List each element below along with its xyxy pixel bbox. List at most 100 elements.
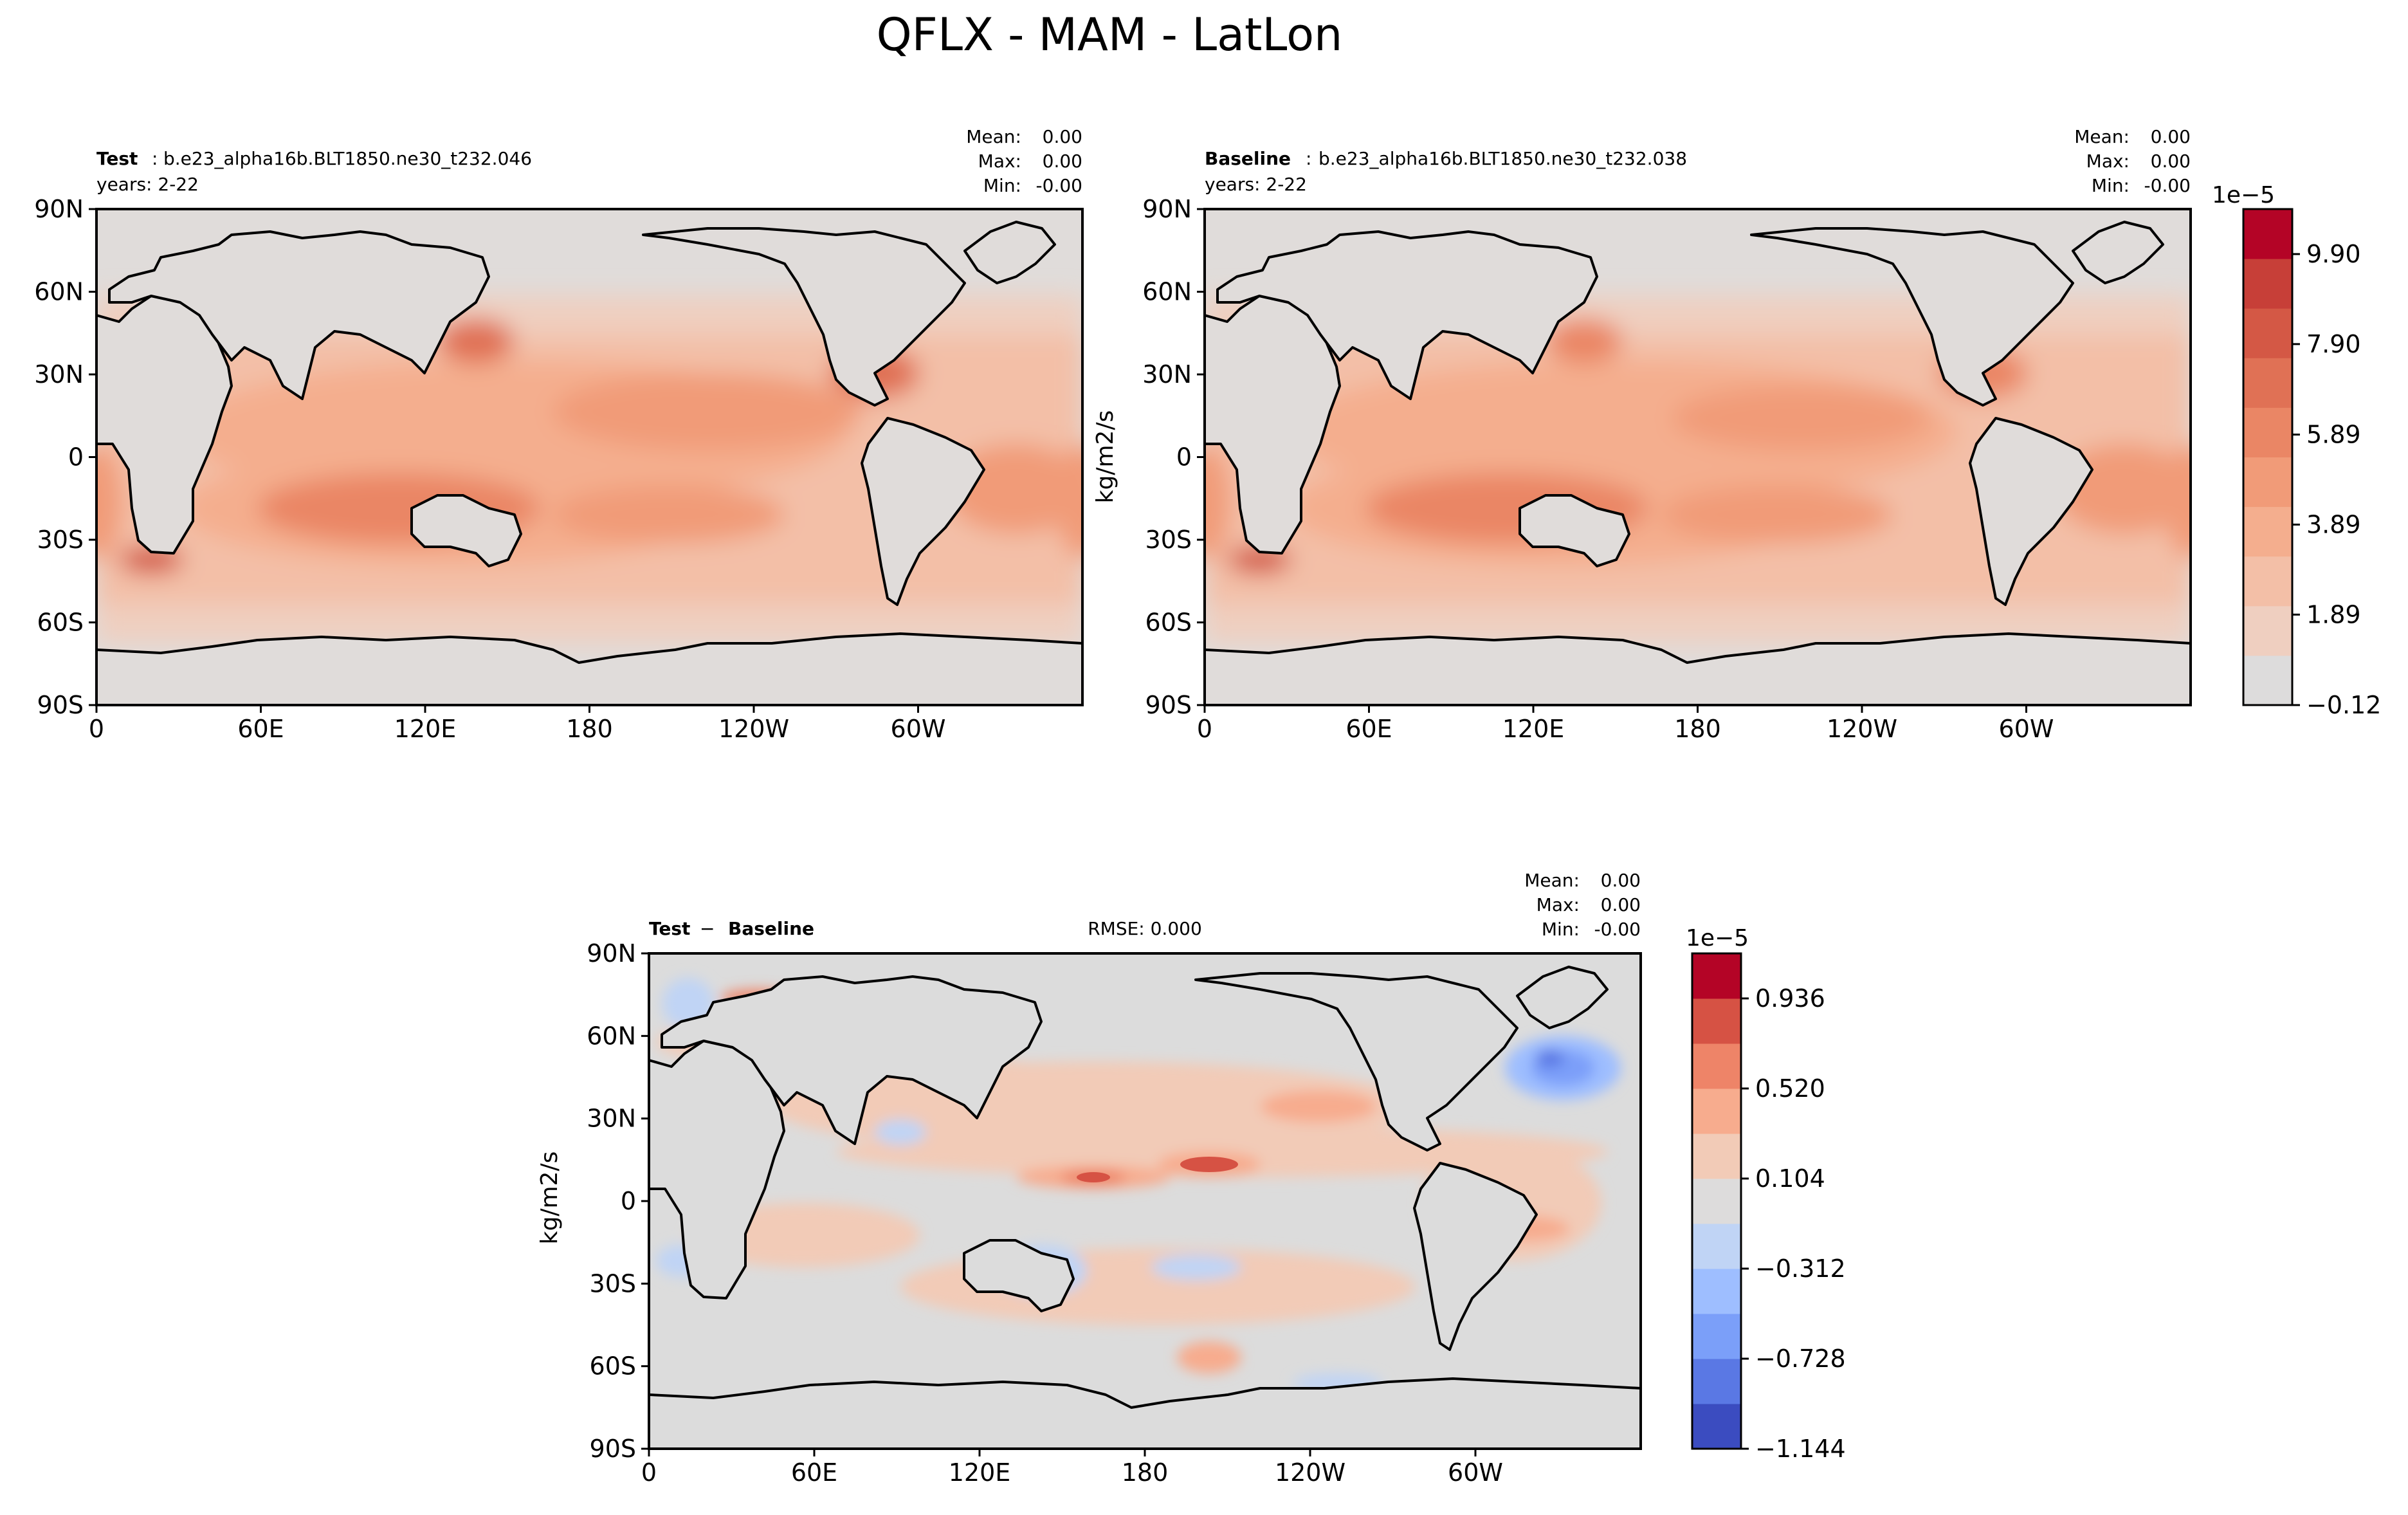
- x-tick-label: 180: [1122, 1458, 1169, 1487]
- test-name-colon: :: [152, 148, 158, 169]
- colorbar-band: [1692, 1269, 1741, 1314]
- x-tick-label: 180: [566, 715, 613, 743]
- colorbar-sequential-frame: [2242, 208, 2294, 706]
- test-mean-label: Mean:: [966, 126, 1021, 147]
- x-tick-label: 0: [641, 1458, 657, 1487]
- baseline-max-value: 0.00: [2151, 151, 2191, 172]
- baseline-land: [1205, 221, 2191, 705]
- y-tick-label: 60S: [1145, 609, 1192, 637]
- y-tick-label: 0: [68, 443, 84, 472]
- colorbar-band: [1692, 1224, 1741, 1269]
- y-tick-label: 0: [1176, 443, 1192, 472]
- test-years: years: 2-22: [96, 174, 199, 195]
- colorbar-tick-label: 1.89: [2306, 600, 2361, 629]
- x-tick-label: 60W: [1999, 715, 2054, 743]
- baseline-name-label: Baseline: [1205, 148, 1291, 169]
- diff-min-label: Min:: [1542, 919, 1580, 940]
- baseline-y-ticks: 90N 60N 30N 0 30S 60S 90S: [1142, 195, 1205, 719]
- x-tick-label: 120E: [949, 1458, 1011, 1487]
- colorbar-diverging-offset: 1e−5: [1686, 925, 1749, 951]
- x-tick-label: 60E: [237, 715, 284, 743]
- colorbar-tick-label: 5.89: [2306, 421, 2361, 449]
- y-tick-label: 60S: [590, 1352, 636, 1381]
- colorbar-tick-label: −0.312: [1755, 1254, 1846, 1283]
- colorbar-band: [1692, 1134, 1741, 1179]
- colorbar-diverging-bands: [1692, 953, 1741, 1449]
- diff-y-ticks: 90N 60N 30N 0 30S 60S 90S: [587, 939, 649, 1463]
- x-tick-label: 120W: [718, 715, 789, 743]
- y-tick-label: 90S: [37, 691, 84, 719]
- colorbar-band: [1692, 1314, 1741, 1359]
- colorbar-band: [2243, 556, 2292, 607]
- colorbar-band: [2243, 506, 2292, 557]
- baseline-x-ticks: 0 60E 120E 180 120W 60W: [1197, 705, 2054, 743]
- colorbar-band: [2243, 358, 2292, 408]
- difference-panel: Test − Baseline RMSE: 0.000 Mean: 0.00 M…: [536, 870, 1642, 1487]
- x-tick-label: 60E: [1345, 715, 1392, 743]
- colorbar-tick-label: 0.936: [1755, 984, 1825, 1013]
- colorbar-band: [2243, 655, 2292, 706]
- colorbar-band: [1692, 1043, 1741, 1089]
- test-case-name: b.e23_alpha16b.BLT1850.ne30_t232.046: [163, 148, 532, 169]
- baseline-years: years: 2-22: [1205, 174, 1307, 195]
- y-tick-label: 0: [621, 1187, 636, 1215]
- x-tick-label: 60W: [1448, 1458, 1503, 1487]
- baseline-case-name: b.e23_alpha16b.BLT1850.ne30_t232.038: [1318, 148, 1687, 169]
- test-land: [96, 221, 1082, 705]
- x-tick-label: 0: [1197, 715, 1212, 743]
- colorbar-diverging-ticks: 0.936 0.520 0.104 −0.312 −0.728 −1.144: [1741, 984, 1846, 1463]
- colorbar-diverging-frame: [1691, 952, 1742, 1450]
- diff-mean-value: 0.00: [1601, 870, 1641, 891]
- colorbar-tick-label: 7.90: [2306, 330, 2361, 358]
- baseline-mean-value: 0.00: [2151, 126, 2191, 147]
- colorbar-diverging: 1e−5 0.936 0.520 0.104 −0.312 −0.728 −1.144: [1686, 925, 1846, 1463]
- y-tick-label: 90N: [34, 195, 84, 223]
- colorbar-tick-label: −0.12: [2306, 691, 2381, 719]
- y-tick-label: 30S: [37, 526, 84, 554]
- x-tick-label: 60W: [891, 715, 946, 743]
- colorbar-band: [2243, 308, 2292, 358]
- diff-x-ticks: 0 60E 120E 180 120W 60W: [641, 1449, 1503, 1487]
- y-tick-label: 60N: [1142, 278, 1192, 306]
- baseline-panel: Baseline : b.e23_alpha16b.BLT1850.ne30_t…: [1092, 126, 2192, 743]
- diff-name-baseline: Baseline: [728, 918, 814, 939]
- y-tick-label: 30S: [590, 1269, 636, 1298]
- colorbar-band: [2243, 457, 2292, 508]
- y-tick-label: 30N: [587, 1105, 636, 1133]
- colorbar-band: [1692, 1359, 1741, 1404]
- baseline-name-colon: :: [1306, 148, 1311, 169]
- baseline-mean-label: Mean:: [2074, 126, 2130, 147]
- y-tick-label: 60N: [34, 278, 84, 306]
- test-name-label: Test: [96, 148, 138, 169]
- diff-max-label: Max:: [1537, 894, 1580, 915]
- y-tick-label: 90S: [590, 1435, 636, 1463]
- y-tick-label: 90S: [1145, 691, 1192, 719]
- test-mean-value: 0.00: [1043, 126, 1082, 147]
- x-tick-label: 120W: [1827, 715, 1897, 743]
- colorbar-band: [1692, 1404, 1741, 1449]
- test-min-label: Min:: [983, 175, 1021, 196]
- x-tick-label: 60E: [791, 1458, 837, 1487]
- y-tick-label: 90N: [587, 939, 636, 968]
- y-tick-label: 90N: [1142, 195, 1192, 223]
- x-tick-label: 120W: [1275, 1458, 1345, 1487]
- test-max-value: 0.00: [1043, 151, 1082, 172]
- colorbar-band: [2243, 605, 2292, 656]
- colorbar-band: [1692, 1179, 1741, 1224]
- colorbar-band: [2243, 259, 2292, 309]
- x-tick-label: 0: [89, 715, 104, 743]
- diff-land: [649, 966, 1641, 1449]
- baseline-max-label: Max:: [2086, 151, 2130, 172]
- baseline-ylabel: kg/m2/s: [1092, 410, 1118, 504]
- diff-rmse: RMSE: 0.000: [1088, 918, 1202, 939]
- diff-max-value: 0.00: [1601, 894, 1641, 915]
- colorbar-tick-label: 0.520: [1755, 1074, 1825, 1103]
- diff-name-test: Test: [649, 918, 690, 939]
- y-tick-label: 30S: [1145, 526, 1192, 554]
- baseline-min-label: Min:: [2092, 175, 2130, 196]
- diff-name-op: −: [700, 918, 715, 939]
- y-tick-label: 60N: [587, 1022, 636, 1050]
- colorbar-tick-label: −1.144: [1755, 1435, 1846, 1463]
- test-y-ticks: 90N 60N 30N 0 30S 60S 90S: [34, 195, 96, 719]
